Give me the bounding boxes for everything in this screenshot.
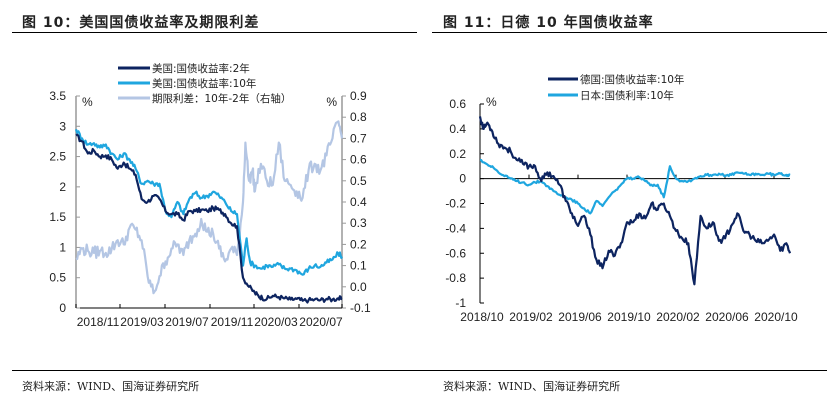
chart2-x-tick-label: 2020/06	[705, 310, 749, 324]
chart1-left-tick-label: 3.5	[49, 89, 66, 103]
chart1-series-line-2	[75, 120, 344, 295]
chart2-y-tick-label: -0.6	[445, 246, 466, 260]
figure-10-title: 图 10：美国国债收益率及期限利差	[22, 15, 260, 31]
chart2-y-tick-label: -0.2	[445, 197, 466, 211]
chart2-series-line-0	[478, 116, 792, 286]
chart1-left-tick-label: 0.5	[49, 271, 66, 285]
chart1-legend-label-0: 美国:国债收益率:2年	[152, 62, 250, 75]
chart2-x-tick-label: 2019/06	[558, 310, 602, 324]
chart2-x-tick-label: 2019/02	[509, 310, 553, 324]
chart2-y-tick-label: 0.6	[449, 97, 466, 111]
figure-11-title: 图 11：日德 10 年国债收益率	[443, 15, 654, 31]
chart2-legend-label-0: 德国:国债收益率:10年	[580, 73, 684, 86]
chart1-x-tick-label: 2019/03	[120, 315, 164, 329]
chart1-right-tick-label: 0.1	[350, 259, 367, 273]
bottom-rule	[12, 370, 827, 371]
chart2-legend-label-1: 日本:国债利率:10年	[580, 89, 674, 102]
chart1-left-tick-label: 1.5	[49, 210, 66, 224]
chart1-left-unit: %	[82, 95, 93, 109]
chart2-x-tick-label: 2019/10	[607, 310, 651, 324]
figure-10-source: 资料来源：WIND、国海证券研究所	[22, 380, 200, 393]
chart1-series-line-1	[74, 128, 343, 276]
chart2-y-tick-label: 0.2	[449, 147, 466, 161]
chart1-right-tick-label: 0.4	[350, 195, 367, 209]
chart1-right-tick-label: 0.7	[350, 131, 367, 145]
chart1-legend-label-2: 期限利差：10年-2年（右轴）	[152, 92, 291, 105]
chart2-y-tick-label: -0.4	[445, 221, 466, 235]
chart2-y-tick-label: -0.8	[445, 271, 466, 285]
chart1-right-tick-label: 0.2	[350, 237, 367, 251]
chart2-y-tick-label: 0.4	[449, 122, 466, 136]
chart1-legend-label-1: 美国:国债收益率:10年	[152, 77, 256, 90]
chart1-series-line-0	[75, 133, 343, 304]
chart2-y-tick-label: 0	[459, 172, 466, 186]
chart1-left-tick-label: 3	[59, 119, 66, 133]
chart1-left-tick-label: 1	[59, 240, 66, 254]
figure-10-title-rule	[12, 32, 417, 33]
chart1-right-tick-label: 0.3	[350, 216, 367, 230]
figure-11-source: 资料来源：WIND、国海证券研究所	[443, 380, 621, 393]
chart1-left-tick-label: 2	[59, 180, 66, 194]
chart1-left-tick-label: 2.5	[49, 150, 66, 164]
chart1-right-tick-label: 0.8	[350, 110, 367, 124]
chart2-x-tick-label: 2020/02	[656, 310, 700, 324]
chart1-x-tick-label: 2018/11	[77, 315, 120, 329]
chart2-y-tick-label: -1	[455, 296, 466, 310]
chart1-right-tick-label: 0.5	[350, 174, 367, 188]
chart2-series-line-1	[479, 158, 791, 215]
chart1-x-tick-label: 2019/07	[165, 315, 209, 329]
chart1-right-tick-label: 0.6	[350, 153, 367, 167]
chart1-x-tick-label: 2020/07	[299, 315, 343, 329]
chart1-right-unit: %	[326, 95, 337, 109]
chart1-right-tick-label: -0.1	[350, 301, 371, 315]
chart1-x-tick-label: 2019/11	[211, 315, 254, 329]
chart1-right-tick-label: 0.0	[350, 280, 367, 294]
chart1-left-tick-label: 0	[59, 301, 66, 315]
figure-11-title-rule	[432, 32, 827, 33]
chart1-x-tick-label: 2020/03	[254, 315, 298, 329]
chart2-x-tick-label: 2018/10	[460, 310, 504, 324]
chart1-right-tick-label: 0.9	[350, 89, 367, 103]
chart2-x-tick-label: 2020/10	[754, 310, 798, 324]
chart2-unit: %	[486, 95, 497, 109]
